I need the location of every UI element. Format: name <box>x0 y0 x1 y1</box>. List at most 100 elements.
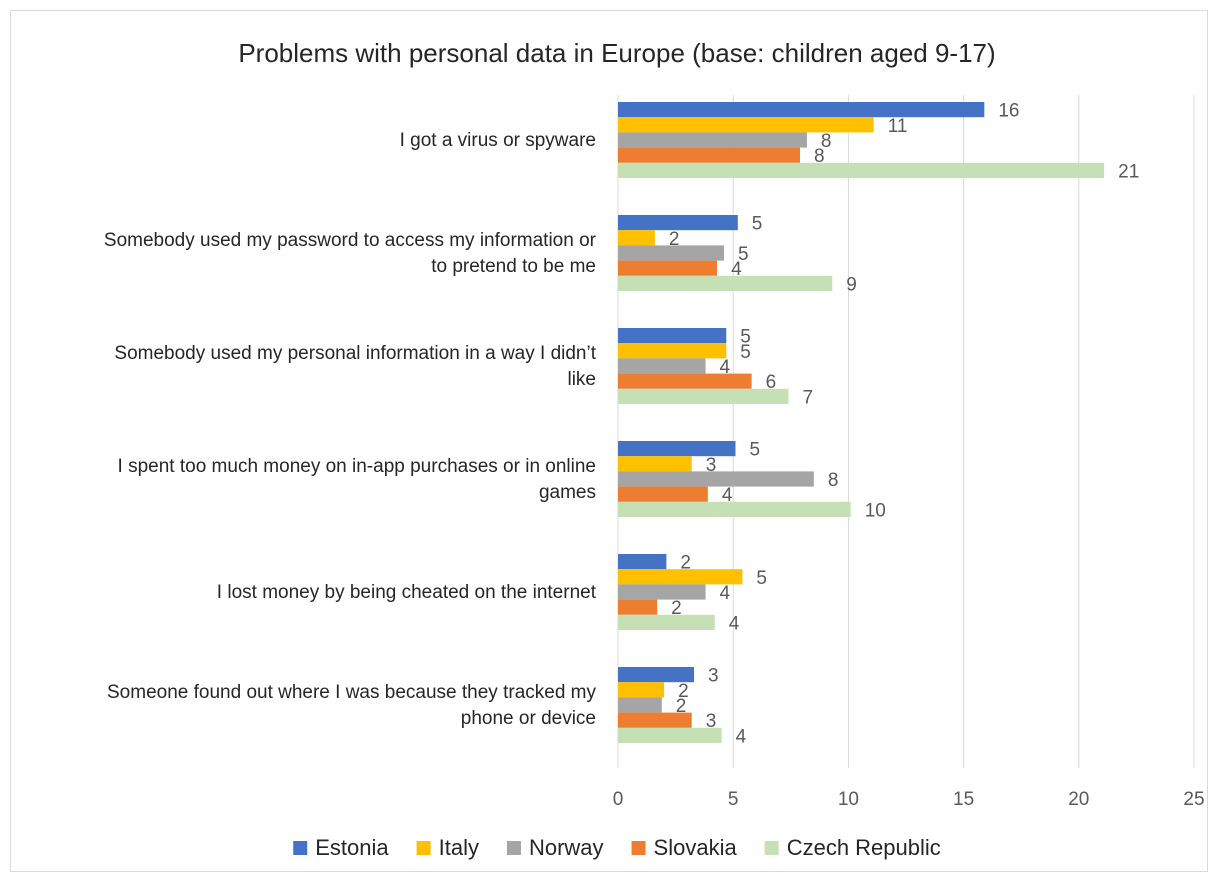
category-label: Somebody used my personal information in… <box>114 343 596 364</box>
bar <box>618 343 727 359</box>
data-label: 16 <box>998 101 1019 122</box>
data-label: 3 <box>708 666 719 687</box>
bar <box>618 456 692 472</box>
bar <box>618 328 727 344</box>
legend: Estonia Italy Norway Slovakia Czech Republic <box>293 835 941 860</box>
x-axis-ticks: 0 5 10 15 20 25 <box>613 789 1205 810</box>
data-label: 3 <box>706 711 717 732</box>
legend-swatch <box>506 841 521 855</box>
data-label: 2 <box>676 696 687 717</box>
data-label: 5 <box>738 244 749 265</box>
bar <box>618 102 985 118</box>
bar <box>618 584 706 600</box>
x-tick-label: 20 <box>1068 789 1089 810</box>
bar <box>618 245 724 261</box>
bar <box>618 260 718 276</box>
bar <box>618 162 1105 178</box>
legend-label: Estonia <box>315 835 389 860</box>
data-label: 4 <box>722 485 733 506</box>
data-label: 8 <box>821 131 832 152</box>
legend-swatch <box>764 841 779 855</box>
x-tick-label: 0 <box>613 789 624 810</box>
x-tick-label: 25 <box>1183 789 1204 810</box>
category-label: phone or device <box>461 708 596 729</box>
chart-title: Problems with personal data in Europe (b… <box>238 38 995 68</box>
legend-item: Slovakia <box>631 835 738 860</box>
data-label: 8 <box>828 470 839 491</box>
category-label: like <box>567 369 596 390</box>
category-label: I spent too much money on in-app purchas… <box>118 456 596 477</box>
data-label: 4 <box>731 259 742 280</box>
data-label: 4 <box>729 613 740 634</box>
category-label: Somebody used my password to access my i… <box>104 230 597 251</box>
category-label: games <box>539 482 596 503</box>
bar <box>618 697 662 713</box>
category-label: I got a virus or spyware <box>400 130 596 151</box>
bar <box>618 614 715 630</box>
x-tick-label: 15 <box>953 789 974 810</box>
bar <box>618 569 743 585</box>
chart-frame <box>10 10 1208 872</box>
data-label: 5 <box>740 327 751 348</box>
bar <box>618 358 706 374</box>
x-tick-label: 5 <box>728 789 739 810</box>
data-label: 7 <box>802 387 813 408</box>
x-tick-label: 10 <box>838 789 859 810</box>
legend-label: Italy <box>439 835 479 860</box>
legend-item: Czech Republic <box>764 835 941 860</box>
bar <box>618 117 874 133</box>
bar <box>618 441 736 457</box>
data-label: 3 <box>706 455 717 476</box>
bar <box>618 486 708 502</box>
data-label: 5 <box>756 568 767 589</box>
data-label: 21 <box>1118 161 1139 182</box>
bar <box>618 388 789 404</box>
category-label: I lost money by being cheated on the int… <box>217 582 597 603</box>
legend-item: Estonia <box>293 835 389 860</box>
data-label: 5 <box>752 214 763 235</box>
data-label: 4 <box>720 357 731 378</box>
data-label: 10 <box>865 500 886 521</box>
bars <box>618 102 1105 743</box>
legend-label: Slovakia <box>654 835 738 860</box>
category-label: Someone found out where I was because th… <box>107 682 596 703</box>
data-label: 8 <box>814 146 825 167</box>
data-label: 4 <box>736 726 747 747</box>
legend-item: Norway <box>506 835 604 860</box>
data-label: 9 <box>846 274 857 295</box>
legend-swatch <box>293 841 308 855</box>
gridlines <box>617 95 1195 768</box>
legend-swatch <box>631 841 646 855</box>
bar <box>618 667 695 683</box>
bar <box>618 215 738 231</box>
bar <box>618 132 807 148</box>
data-label: 5 <box>750 440 761 461</box>
legend-label: Norway <box>529 835 604 860</box>
bar <box>618 471 814 487</box>
category-label: to pretend to be me <box>431 256 596 277</box>
bar <box>618 682 665 698</box>
bar <box>618 554 667 570</box>
legend-label: Czech Republic <box>787 835 941 860</box>
data-label: 2 <box>680 553 691 574</box>
bar <box>618 230 655 246</box>
bar <box>618 373 752 389</box>
bar <box>618 599 658 615</box>
legend-swatch <box>416 841 431 855</box>
data-label: 11 <box>888 116 908 137</box>
data-label: 2 <box>669 229 680 250</box>
bar <box>618 727 722 743</box>
bar <box>618 147 801 163</box>
bar <box>618 275 833 291</box>
bar <box>618 501 851 517</box>
category-labels: I got a virus or spyware Somebody used my… <box>104 130 597 729</box>
data-label: 2 <box>678 681 689 702</box>
legend-item: Italy <box>416 835 479 860</box>
data-label: 6 <box>766 372 777 393</box>
data-label: 2 <box>671 598 682 619</box>
bar <box>618 712 692 728</box>
data-label: 5 <box>740 342 751 363</box>
data-label: 4 <box>720 583 731 604</box>
